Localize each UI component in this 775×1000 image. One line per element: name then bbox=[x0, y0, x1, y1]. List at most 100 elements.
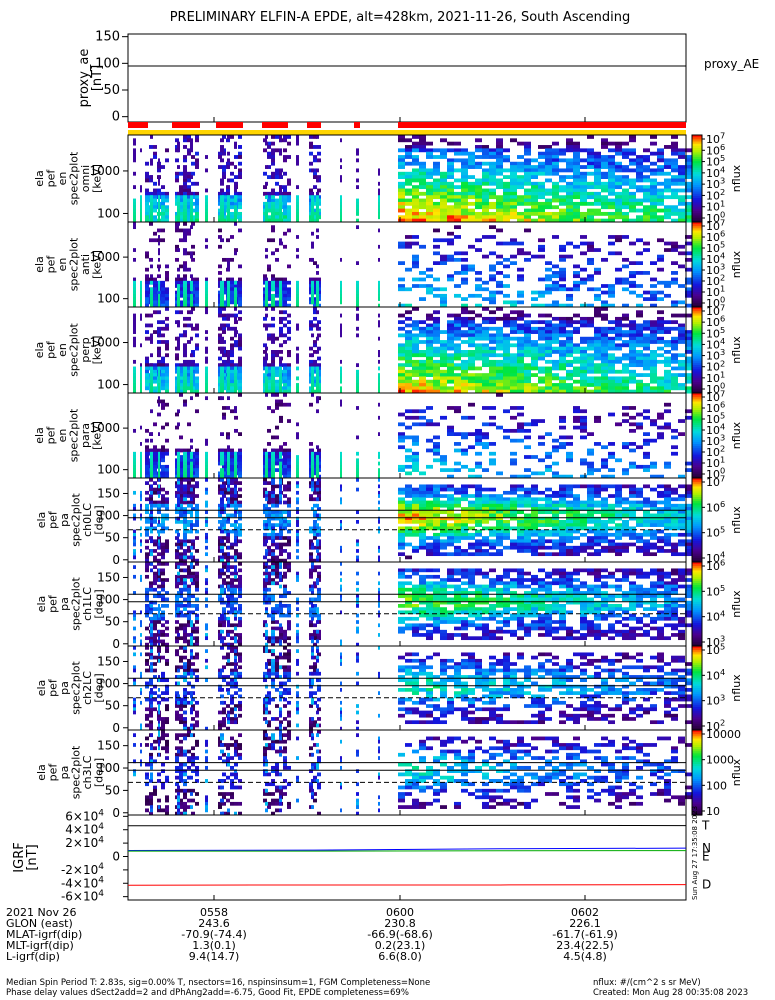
heatmap-cell bbox=[517, 383, 524, 387]
heatmap-cell bbox=[283, 231, 287, 236]
heatmap-cell bbox=[587, 320, 594, 325]
heatmap-cell bbox=[412, 343, 419, 348]
heatmap-cell bbox=[161, 406, 165, 410]
heatmap-cell bbox=[311, 383, 314, 387]
heatmap-cell bbox=[165, 307, 169, 311]
heatmap-cell bbox=[531, 419, 538, 423]
heatmap-cell bbox=[412, 284, 419, 288]
colorbar-swatch bbox=[692, 300, 702, 304]
heatmap-cell bbox=[447, 241, 454, 246]
heatmap-cell bbox=[454, 313, 461, 318]
heatmap-cell bbox=[145, 359, 149, 364]
heatmap-cell bbox=[238, 340, 242, 344]
heatmap-cell bbox=[468, 468, 475, 472]
heatmap-cell bbox=[405, 148, 412, 153]
heatmap-cell bbox=[271, 336, 275, 341]
heatmap-cell bbox=[566, 158, 573, 163]
heatmap-cell bbox=[227, 185, 230, 190]
heatmap-cell bbox=[177, 293, 180, 298]
heatmap-cell bbox=[657, 198, 664, 203]
heatmap-cell bbox=[468, 445, 475, 450]
heatmap-cell bbox=[150, 366, 153, 371]
heatmap-cell bbox=[311, 461, 314, 466]
heatmap-cell bbox=[671, 191, 678, 196]
heatmap-cell bbox=[157, 320, 161, 325]
heatmap-cell bbox=[187, 461, 191, 466]
heatmap-cell bbox=[461, 208, 468, 213]
heatmap-cell bbox=[587, 211, 594, 216]
colorbar-swatch bbox=[692, 258, 702, 261]
heatmap-cell bbox=[580, 415, 587, 420]
heatmap-cell bbox=[412, 264, 419, 269]
heatmap-cell bbox=[238, 359, 242, 364]
colorbar-swatch bbox=[692, 230, 702, 234]
heatmap-cell bbox=[226, 138, 230, 143]
heatmap-cell bbox=[587, 346, 594, 351]
heatmap-cell bbox=[405, 435, 412, 440]
heatmap-cell bbox=[205, 442, 208, 446]
heatmap-cell bbox=[468, 516, 475, 521]
heatmap-cell bbox=[356, 178, 359, 183]
heatmap-cell bbox=[552, 461, 559, 466]
heatmap-cell bbox=[517, 165, 524, 169]
heatmap-cell bbox=[150, 280, 153, 285]
heatmap-cell bbox=[489, 310, 496, 315]
heatmap-cell bbox=[615, 185, 622, 190]
heatmap-cell bbox=[454, 448, 461, 453]
heatmap-cell bbox=[587, 185, 594, 190]
heatmap-cell bbox=[227, 208, 230, 213]
heatmap-cell bbox=[461, 529, 468, 534]
heatmap-cell bbox=[222, 168, 226, 173]
heatmap-cell bbox=[140, 471, 142, 476]
heatmap-cell bbox=[454, 178, 461, 183]
heatmap-cell bbox=[524, 389, 531, 394]
heatmap-cell bbox=[426, 386, 433, 391]
heatmap-cell bbox=[195, 389, 199, 394]
heatmap-cell bbox=[566, 350, 573, 354]
heatmap-cell bbox=[356, 290, 359, 295]
heatmap-cell bbox=[468, 316, 475, 321]
heatmap-cell bbox=[220, 148, 224, 153]
heatmap-cell bbox=[489, 297, 496, 301]
heatmap-cell bbox=[510, 497, 517, 502]
heatmap-cell bbox=[580, 474, 587, 479]
heatmap-cell bbox=[287, 451, 291, 456]
heatmap-cell bbox=[227, 386, 230, 391]
heatmap-cell bbox=[140, 376, 142, 381]
heatmap-cell bbox=[426, 330, 433, 334]
heatmap-cell bbox=[545, 359, 552, 364]
heatmap-cell bbox=[158, 468, 160, 472]
heatmap-cell bbox=[234, 284, 238, 288]
heatmap-cell bbox=[316, 471, 319, 476]
heatmap-cell bbox=[622, 356, 629, 361]
heatmap-cell bbox=[608, 251, 615, 256]
heatmap-cell bbox=[538, 330, 545, 334]
heatmap-cell bbox=[685, 373, 692, 377]
elfin-summary-figure: PRELIMINARY ELFIN-A EPDE, alt=428km, 202… bbox=[12, 10, 759, 904]
heatmap-cell bbox=[601, 363, 608, 368]
heatmap-cell bbox=[468, 386, 475, 391]
heatmap-cell bbox=[517, 330, 524, 334]
heatmap-cell bbox=[150, 464, 153, 469]
colorbar-swatch bbox=[692, 319, 702, 323]
heatmap-cell bbox=[179, 280, 183, 285]
heatmap-cell bbox=[447, 185, 454, 190]
heatmap-cell bbox=[482, 307, 489, 311]
heatmap-cell bbox=[601, 155, 608, 159]
heatmap-cell bbox=[650, 323, 657, 328]
heatmap-cell bbox=[489, 336, 496, 341]
heatmap-cell bbox=[405, 336, 412, 341]
heatmap-cell bbox=[405, 542, 412, 547]
heatmap-cell bbox=[461, 415, 468, 420]
heatmap-cell bbox=[629, 135, 636, 139]
heatmap-cell bbox=[238, 277, 242, 282]
heatmap-cell bbox=[283, 386, 287, 391]
heatmap-cell bbox=[482, 191, 489, 196]
heatmap-cell bbox=[580, 316, 587, 321]
heatmap-cell bbox=[594, 363, 601, 368]
heatmap-cell bbox=[238, 386, 242, 391]
heatmap-cell bbox=[482, 376, 489, 381]
heatmap-cell bbox=[468, 376, 475, 381]
heatmap-cell bbox=[545, 373, 552, 377]
heatmap-cell bbox=[454, 383, 461, 387]
